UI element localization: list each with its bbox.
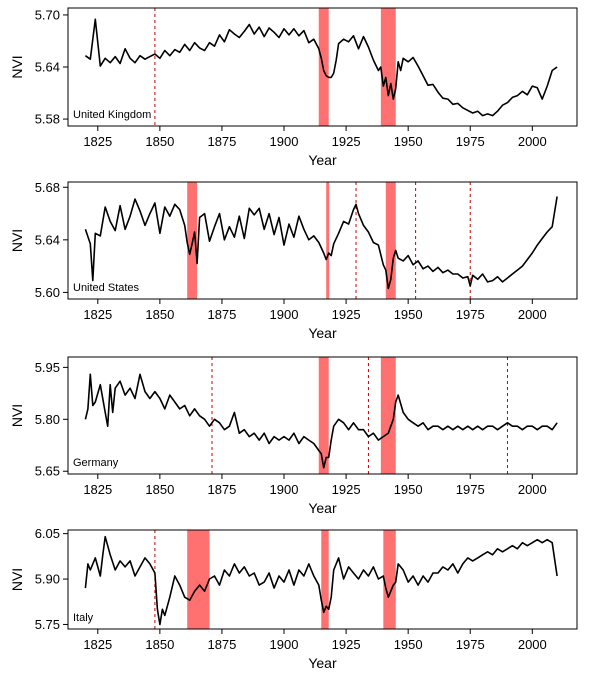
y-axis-title: NVI (9, 568, 25, 591)
x-tick-label: 1925 (332, 134, 361, 149)
panel-1: 1825 1850 1875 1900 1925 1950 1975 2000 5.60 5.64… (9, 180, 578, 341)
series-line (84, 18, 558, 117)
y-axis-title: NVI (9, 55, 25, 78)
x-tick-label: 1975 (456, 482, 485, 497)
x-tick-label: 1950 (394, 134, 423, 149)
y-tick-label: 5.64 (35, 60, 60, 75)
shaded-period (321, 530, 329, 629)
shaded-period (385, 182, 396, 299)
y-tick-label: 5.64 (35, 232, 60, 247)
y-axis-title: NVI (9, 229, 25, 252)
shaded-period (326, 182, 330, 299)
x-tick-label: 1975 (456, 637, 485, 652)
panel-label: Italy (73, 612, 94, 624)
x-tick-label: 1925 (332, 307, 361, 322)
panel-label: United States (73, 282, 140, 294)
x-tick-label: 1850 (145, 482, 174, 497)
x-tick-label: 1950 (394, 637, 423, 652)
x-tick-label: 1850 (145, 637, 174, 652)
panel-label: United Kingdom (73, 109, 151, 121)
x-tick-label: 1975 (456, 134, 485, 149)
x-tick-label: 1825 (83, 637, 112, 652)
shaded-period (380, 357, 396, 474)
x-tick-label: 1900 (270, 637, 299, 652)
y-tick-label: 5.58 (35, 112, 60, 127)
y-tick-label: 5.75 (35, 617, 60, 632)
y-tick-label: 5.65 (35, 464, 60, 479)
y-tick-label: 5.68 (35, 180, 60, 195)
y-tick-label: 5.80 (35, 412, 60, 427)
y-tick-label: 5.90 (35, 572, 60, 587)
x-tick-label: 2000 (518, 637, 547, 652)
x-tick-label: 1900 (270, 482, 299, 497)
x-tick-label: 1950 (394, 307, 423, 322)
x-tick-label: 1825 (83, 482, 112, 497)
shaded-period (383, 530, 396, 629)
x-tick-label: 1825 (83, 134, 112, 149)
x-tick-label: 1900 (270, 134, 299, 149)
shaded-period (187, 530, 210, 629)
x-tick-label: 1900 (270, 307, 299, 322)
x-tick-label: 1925 (332, 637, 361, 652)
y-tick-label: 6.05 (35, 526, 60, 541)
series-line (84, 196, 558, 290)
shaded-period (380, 8, 396, 126)
x-tick-label: 1925 (332, 482, 361, 497)
x-tick-label: 2000 (518, 307, 547, 322)
plot-frame (67, 181, 578, 300)
shaded-period (318, 357, 329, 474)
y-tick-label: 5.60 (35, 285, 60, 300)
x-axis-title: Year (308, 152, 337, 168)
panel-2: 1825 1850 1875 1900 1925 1950 1975 2000 5.65 5.80… (9, 356, 578, 516)
plot-frame (67, 356, 578, 475)
series-line (84, 535, 558, 626)
series-line (84, 373, 558, 469)
x-tick-label: 1850 (145, 134, 174, 149)
panel-label: Germany (73, 457, 119, 469)
x-axis-title: Year (308, 325, 337, 341)
x-tick-label: 1875 (207, 482, 236, 497)
x-tick-label: 1850 (145, 307, 174, 322)
x-tick-label: 1875 (207, 134, 236, 149)
x-tick-label: 2000 (518, 482, 547, 497)
x-tick-label: 1875 (207, 307, 236, 322)
x-axis-title: Year (308, 655, 337, 671)
panel-0: 1825 1850 1875 1900 1925 1950 1975 2000 5.58 5.64… (9, 7, 578, 168)
y-axis-title: NVI (9, 404, 25, 427)
x-tick-label: 1825 (83, 307, 112, 322)
x-tick-label: 2000 (518, 134, 547, 149)
x-tick-label: 1875 (207, 637, 236, 652)
x-tick-label: 1975 (456, 307, 485, 322)
x-axis-title: Year (308, 500, 337, 516)
panel-3: 1825 1850 1875 1900 1925 1950 1975 2000 5.75 5.90… (9, 526, 578, 671)
x-tick-label: 1950 (394, 482, 423, 497)
y-tick-label: 5.70 (35, 7, 60, 22)
y-tick-label: 5.95 (35, 360, 60, 375)
